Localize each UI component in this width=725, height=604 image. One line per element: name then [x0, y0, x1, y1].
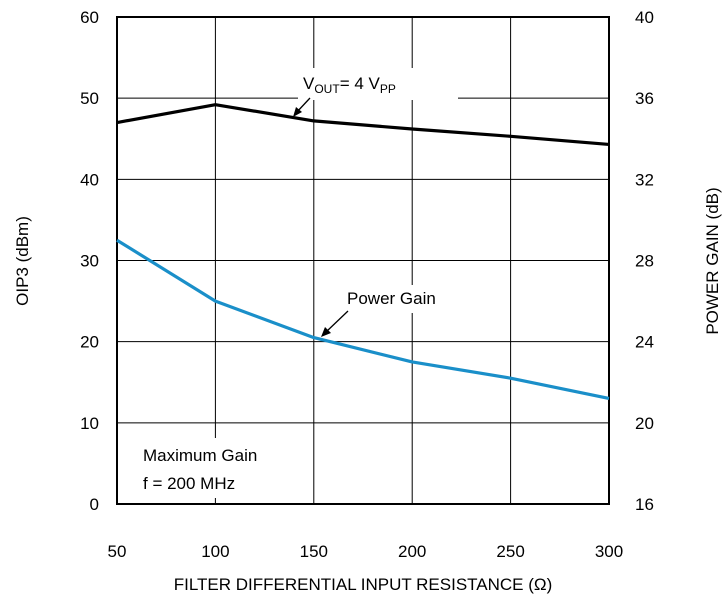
- right-y-tick-label: 16: [635, 495, 654, 514]
- conditions-annotation-bg: [136, 438, 296, 498]
- left-y-tick-label: 50: [80, 89, 99, 108]
- left-y-tick-label: 40: [80, 170, 99, 189]
- left-y-tick-label: 60: [80, 8, 99, 27]
- conditions-line-2: f = 200 MHz: [143, 474, 235, 493]
- power-gain-arrow-line: [325, 310, 349, 333]
- right-y-tick-label: 40: [635, 8, 654, 27]
- x-tick-labels: 50 100 150 200 250 300: [108, 542, 624, 561]
- right-y-tick-label: 20: [635, 414, 654, 433]
- conditions-line-1: Maximum Gain: [143, 446, 257, 465]
- x-tick-label: 200: [398, 542, 426, 561]
- left-y-tick-labels: 0 10 20 30 40 50 60: [80, 8, 99, 514]
- power-gain-arrowhead: [321, 327, 331, 337]
- left-y-axis-label: OIP3 (dBm): [13, 216, 32, 306]
- x-tick-label: 150: [300, 542, 328, 561]
- right-y-tick-label: 28: [635, 252, 654, 271]
- left-y-tick-label: 30: [80, 252, 99, 271]
- right-y-tick-label: 36: [635, 89, 654, 108]
- power-gain-annotation: Power Gain: [347, 289, 436, 308]
- right-y-tick-label: 24: [635, 333, 654, 352]
- vout-annotation-bg: [298, 68, 458, 100]
- x-tick-label: 250: [496, 542, 524, 561]
- vout-annotation: VOUT= 4 VPP: [303, 74, 396, 96]
- power-gain-annotation-bg: [340, 285, 470, 313]
- vout-arrowhead: [293, 107, 302, 117]
- left-y-tick-label: 20: [80, 333, 99, 352]
- x-tick-label: 300: [595, 542, 623, 561]
- right-y-tick-label: 32: [635, 170, 654, 189]
- plot-frame: [116, 16, 610, 505]
- left-y-tick-label: 0: [90, 495, 99, 514]
- series-oip3-line: [116, 103, 610, 147]
- series-power-gain-line: [116, 238, 610, 401]
- x-tick-label: 50: [108, 542, 127, 561]
- left-y-tick-label: 10: [80, 414, 99, 433]
- x-tick-label: 100: [201, 542, 229, 561]
- right-y-axis-label: POWER GAIN (dB): [703, 187, 722, 334]
- right-y-tick-labels: 16 20 24 28 32 36 40: [635, 8, 654, 514]
- x-axis-label: FILTER DIFFERENTIAL INPUT RESISTANCE (Ω): [174, 575, 553, 594]
